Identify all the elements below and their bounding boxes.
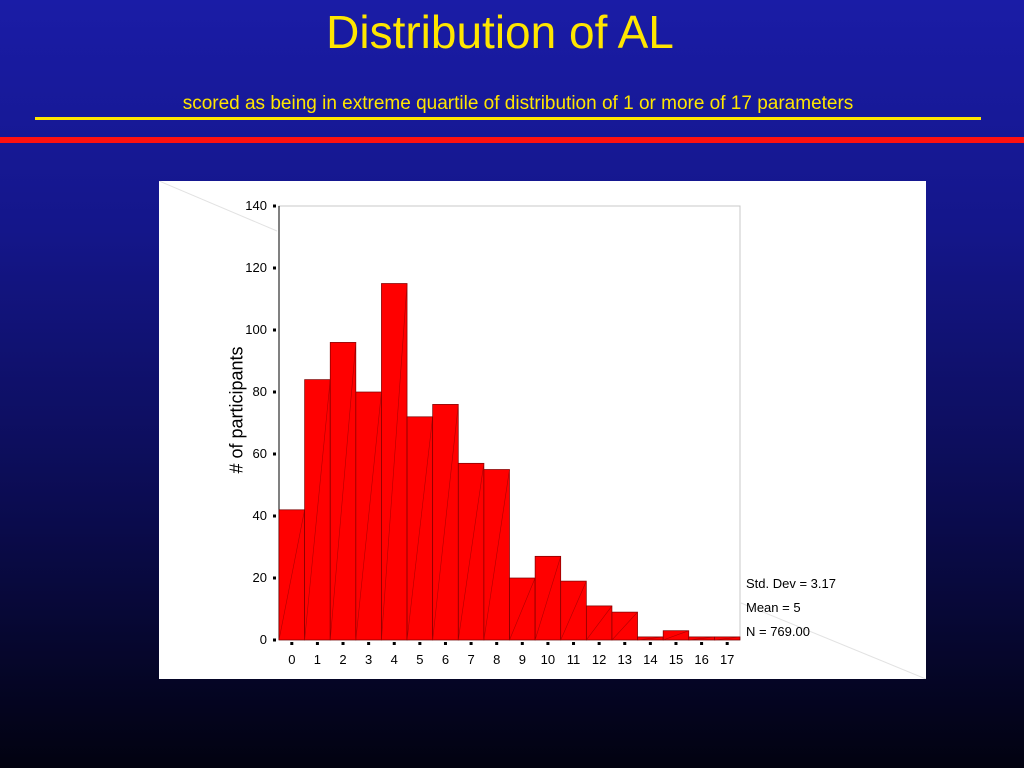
x-tick-label: 11 [567,652,581,667]
y-tick-mark [273,390,276,394]
y-tick-label: 0 [260,632,267,647]
y-tick-mark [273,514,276,518]
stats-line: N = 769.00 [746,624,810,639]
x-tick-label: 10 [541,652,555,667]
bar-hatch-line [304,379,331,641]
x-tick-label: 12 [592,652,606,667]
stats-line: Mean = 5 [746,600,801,615]
bar-hatch-line [483,469,510,641]
bar-hatch-line [534,556,562,641]
bar-hatch-line [381,283,408,641]
bar-hatch-line [586,605,613,641]
bar-hatch-line [714,636,741,641]
y-axis-label: # of participants [226,346,247,474]
x-tick-label: 9 [519,652,526,667]
y-tick-label: 120 [245,260,267,275]
bar-hatch-line [637,636,664,641]
x-tick-label: 4 [391,652,398,667]
stats-line: Std. Dev = 3.17 [746,576,836,591]
x-tick-label: 16 [694,652,708,667]
x-axis-ticks: 0 1 2 3 4 5 6 7 8 9 10 11 12 13 14 15 16 17 [288,642,734,667]
x-tick-mark [290,642,294,645]
slide-subtitle: scored as being in extreme quartile of d… [182,93,854,114]
y-tick-mark [273,328,276,332]
bar-hatch-line [509,577,536,641]
x-tick-mark [469,642,473,645]
stats-box: Std. Dev = 3.17 Mean = 5 N = 769.00 [746,576,836,639]
x-tick-mark [392,642,396,645]
x-tick-label: 1 [314,652,321,667]
y-tick-mark [273,452,276,456]
x-tick-label: 15 [669,652,683,667]
slide-title: Distribution of AL [326,6,674,58]
x-tick-mark [315,642,319,645]
y-tick-mark [273,266,276,270]
x-tick-mark [700,642,704,645]
bar-hatch-line [406,416,433,641]
x-tick-mark [572,642,576,645]
x-tick-label: 13 [618,652,632,667]
y-tick-label: 100 [245,322,267,337]
bar-hatch-line [611,611,638,641]
x-tick-mark [623,642,627,645]
y-tick-label: 80 [253,384,267,399]
y-tick-label: 40 [253,508,267,523]
bar-hatch-line [663,630,689,641]
y-tick-mark [273,204,276,208]
y-tick-label: 140 [245,198,267,213]
x-tick-mark [520,642,524,645]
panel-diagonal-top [159,181,278,232]
x-tick-mark [418,642,422,645]
yellow-divider [35,117,981,120]
x-tick-mark [674,642,678,645]
x-tick-mark [495,642,499,645]
bar-hatch-line [329,342,357,641]
x-tick-label: 5 [416,652,423,667]
y-tick-mark [273,576,276,580]
bar-hatch-line [278,509,305,641]
y-tick-label: 20 [253,570,267,585]
bar-hatch-line [688,636,715,641]
x-tick-mark [443,642,447,645]
y-tick-mark [273,638,276,642]
x-tick-mark [597,642,601,645]
x-tick-mark [725,642,729,645]
bars-group [278,283,741,641]
x-tick-mark [546,642,550,645]
y-axis-ticks: 0 20 40 60 80 100 120 140 [245,198,276,647]
x-tick-mark [341,642,345,645]
x-tick-label: 6 [442,652,449,667]
x-tick-label: 7 [467,652,474,667]
red-divider [0,137,1024,143]
bar-hatch-line [432,404,459,641]
x-tick-label: 2 [339,652,346,667]
panel-diagonal-bottom [740,602,926,679]
bar-hatch-line [560,580,587,641]
x-tick-label: 0 [288,652,295,667]
histogram-panel: 0 20 40 60 80 100 120 140 0 1 2 3 4 5 6 7 8 9 10 11 12 13 14 1… [159,181,926,679]
x-tick-label: 14 [643,652,657,667]
bar-hatch-line [355,391,382,641]
x-tick-label: 8 [493,652,500,667]
x-tick-mark [367,642,371,645]
bar-hatch-line [457,463,485,641]
x-tick-mark [648,642,652,645]
x-tick-label: 3 [365,652,372,667]
x-tick-label: 17 [720,652,734,667]
y-tick-label: 60 [253,446,267,461]
